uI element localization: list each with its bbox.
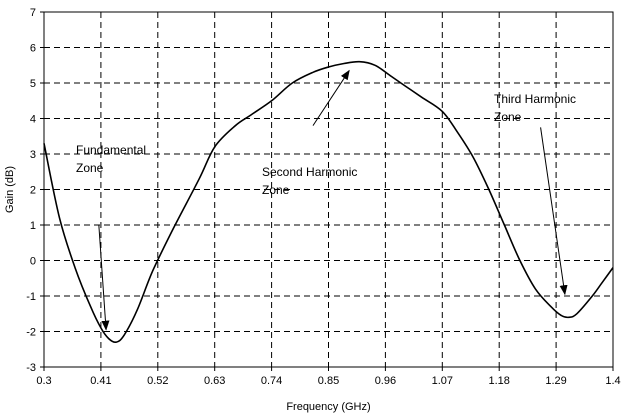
gain-series-line [43,60,614,344]
y-axis-ticks: -3 -2 -1 0 1 2 3 4 5 6 7 [26,7,44,374]
x-tick-label: 1.07 [432,375,453,387]
x-tick-label: 1.29 [545,375,566,387]
annotation-text: Second Harmonic [262,165,357,179]
y-tick-label: 7 [30,7,36,19]
grid-lines [44,12,613,367]
annotation-text: Zone [76,161,104,175]
x-tick-label: 0.96 [375,375,396,387]
y-tick-label: -3 [26,362,36,374]
y-axis-label: Gain (dB) [4,166,16,213]
x-tick-label: 0.3 [36,375,51,387]
annotations-layer: Fundamental Zone Second Harmonic Zone Third … [76,69,576,331]
annotation-text: Fundamental [76,143,146,157]
y-tick-label: 5 [30,78,36,90]
annotation-arrow [98,224,110,331]
x-axis-ticks: 0.3 0.41 0.52 0.63 0.74 0.85 0.96 1.07 1.18 1.29 1… [36,367,621,387]
y-tick-label: -1 [26,291,36,303]
annotation-arrow [540,127,568,296]
y-tick-label: 2 [30,185,36,197]
x-tick-label: 0.52 [147,375,168,387]
y-tick-label: -2 [26,327,36,339]
y-tick-label: 4 [30,114,36,126]
annotation-text: Zone [494,110,522,124]
y-tick-label: 0 [30,256,36,268]
annotation-text: Third Harmonic [494,92,576,106]
x-tick-label: 0.41 [90,375,111,387]
x-tick-label: 1.4 [605,375,620,387]
x-tick-label: 0.63 [204,375,225,387]
x-tick-label: 1.18 [488,375,509,387]
y-tick-label: 3 [30,149,36,161]
y-tick-label: 6 [30,43,36,55]
x-tick-label: 0.74 [261,375,282,387]
x-tick-label: 0.85 [318,375,339,387]
annotation-text: Zone [262,183,290,197]
annotation-arrow [312,69,350,126]
series-layer [43,60,614,344]
x-axis-label: Frequency (GHz) [286,401,370,413]
y-tick-label: 1 [30,220,36,232]
